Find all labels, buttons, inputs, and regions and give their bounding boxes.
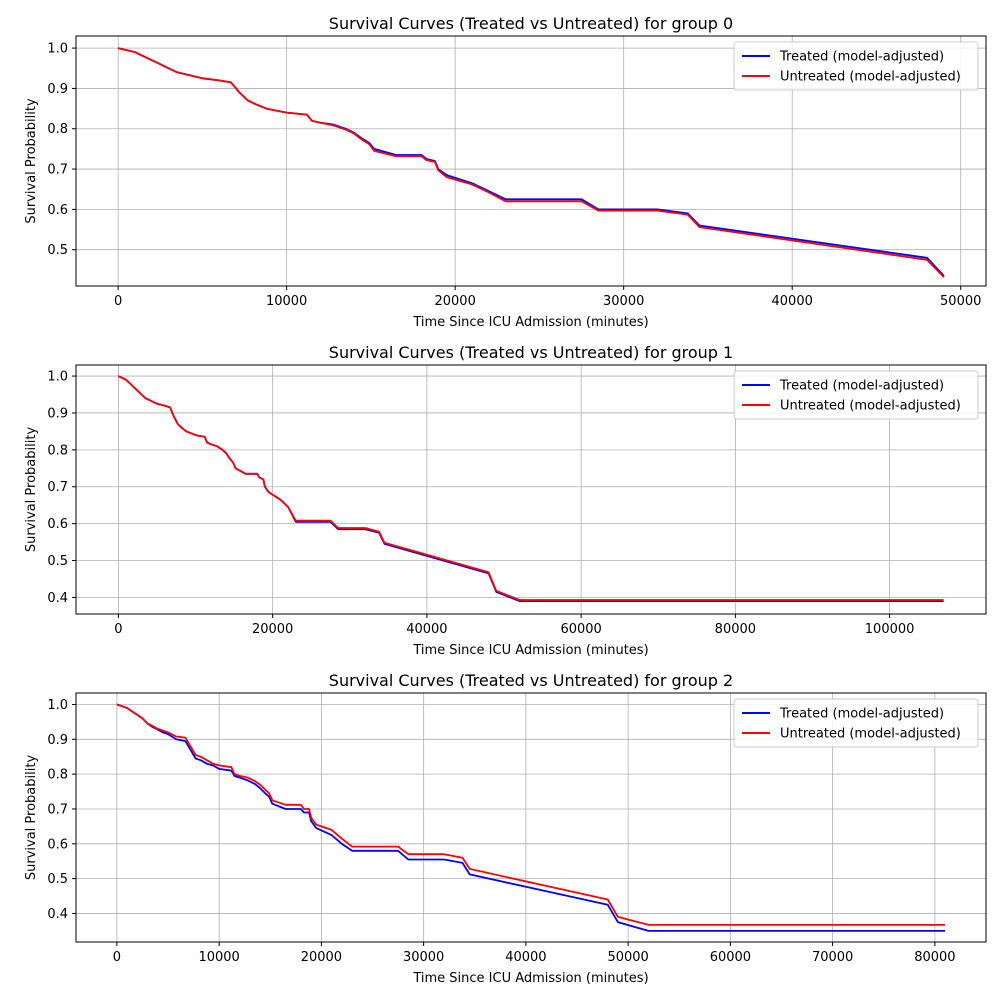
y-tick-label: 0.8 [47,768,68,783]
legend-entry: Treated (model-adjusted) [779,707,944,722]
y-tick-label: 0.9 [47,82,68,97]
x-tick-label: 40000 [505,950,546,965]
legend: Treated (model-adjusted) Untreated (model… [733,698,979,748]
y-tick-label: 0.7 [47,480,68,495]
y-tick-label: 0.5 [47,243,68,258]
x-axis-label: Time Since ICU Admission (minutes) [412,315,648,330]
legend-entry: Untreated (model-adjusted) [780,727,961,742]
subplot-1: 0 20000 40000 60000 80000 100000 0.4 0.5 0.6 0.7 0… [24,343,987,658]
x-tick-label: 60000 [710,950,751,965]
y-tick-label: 0.4 [47,907,68,922]
x-axis-label: Time Since ICU Admission (minutes) [412,643,648,658]
y-tick-label: 0.8 [47,443,68,458]
x-tick-label: 10000 [198,950,239,965]
x-tick-label: 70000 [812,950,853,965]
legend-entry: Treated (model-adjusted) [779,50,944,65]
legend: Treated (model-adjusted) Untreated (model… [733,41,979,91]
y-tick-label: 0.9 [47,406,68,421]
y-tick-label: 0.8 [47,122,68,137]
x-tick-label: 20000 [434,294,475,309]
axes-frame [75,364,987,615]
x-tick-label: 50000 [607,950,648,965]
series-line-untreated [118,375,944,601]
x-tick-label: 10000 [266,294,307,309]
chart-title: Survival Curves (Treated vs Untreated) f… [329,14,733,33]
x-tick-label: 20000 [301,950,342,965]
y-tick-label: 0.7 [47,802,68,817]
y-tick-label: 0.6 [47,837,68,852]
y-tick-label: 0.5 [47,554,68,569]
y-tick-label: 1.0 [47,42,68,57]
x-axis-label: Time Since ICU Admission (minutes) [412,971,648,986]
axes-frame [75,692,987,943]
y-tick-label: 1.0 [47,698,68,713]
legend-box [733,698,979,748]
subplot-0: 0 10000 20000 30000 40000 50000 0.5 0.6 0.7 0.8 0.… [24,14,987,330]
axes-frame [75,35,987,287]
x-tick-label: 40000 [772,294,813,309]
x-tick-label: 40000 [406,622,447,637]
x-tick-label: 30000 [403,950,444,965]
y-tick-label: 1.0 [47,370,68,385]
y-tick-label: 0.5 [47,872,68,887]
legend-box [733,370,979,420]
legend-entry: Untreated (model-adjusted) [780,70,961,85]
y-tick-label: 0.4 [47,591,68,606]
legend: Treated (model-adjusted) Untreated (model… [733,370,979,420]
x-tick-label: 0 [113,950,121,965]
x-tick-label: 80000 [914,950,955,965]
y-tick-label: 0.6 [47,203,68,218]
x-tick-label: 50000 [940,294,981,309]
x-tick-label: 80000 [715,622,756,637]
legend-entry: Untreated (model-adjusted) [780,399,961,414]
x-tick-label: 30000 [603,294,644,309]
x-tick-label: 0 [114,622,122,637]
y-axis-label: Survival Probability [24,98,39,224]
x-tick-label: 20000 [252,622,293,637]
y-tick-label: 0.6 [47,517,68,532]
legend-box [733,41,979,91]
series-line-untreated [116,703,946,926]
subplot-2: 0 10000 20000 30000 40000 50000 60000 70000 8000… [24,671,987,986]
chart-title: Survival Curves (Treated vs Untreated) f… [329,671,733,690]
y-axis-label: Survival Probability [24,427,39,553]
y-tick-label: 0.7 [47,163,68,178]
chart-title: Survival Curves (Treated vs Untreated) f… [329,343,733,362]
x-tick-label: 100000 [865,622,915,637]
x-tick-label: 60000 [560,622,601,637]
series-line-untreated [117,47,945,278]
y-axis-label: Survival Probability [24,755,39,881]
y-tick-label: 0.9 [47,733,68,748]
legend-entry: Treated (model-adjusted) [779,379,944,394]
x-tick-label: 0 [114,294,122,309]
